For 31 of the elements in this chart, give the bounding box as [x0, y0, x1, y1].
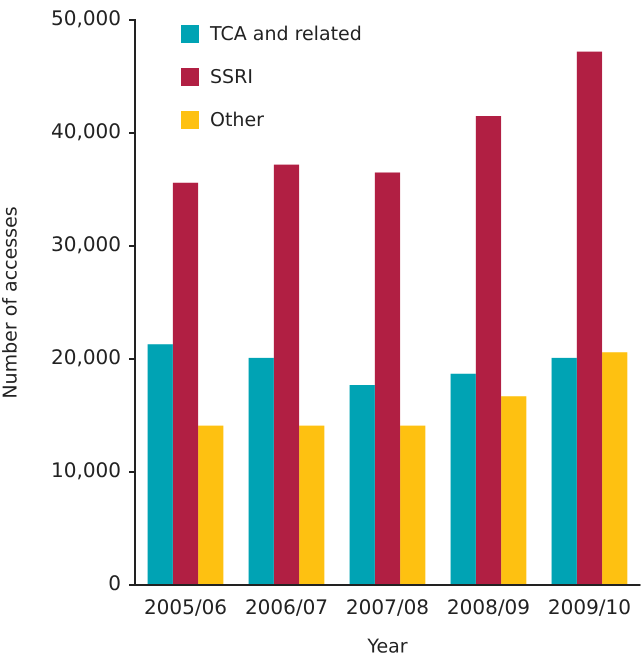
bar [299, 426, 324, 584]
legend-label: Other [210, 108, 264, 130]
bar [576, 52, 602, 584]
bar [350, 384, 375, 584]
bar [552, 358, 577, 584]
legend-label: SSRI [210, 66, 253, 88]
bar [248, 358, 274, 584]
x-tick-label: 2007/08 [346, 595, 430, 620]
bar [374, 172, 400, 584]
y-tick-label: 30,000 [51, 232, 121, 256]
x-tick-label: 2008/09 [446, 595, 530, 620]
bar [602, 352, 628, 584]
bar [400, 426, 426, 584]
legend-label: TCA and related [210, 22, 362, 44]
y-axis-title: Number of accesses [0, 206, 22, 399]
y-tick-label: 20,000 [51, 345, 121, 370]
bar [476, 116, 502, 584]
bar [274, 164, 300, 584]
bar [172, 182, 198, 584]
y-tick-label: 10,000 [51, 458, 121, 482]
bar [148, 344, 173, 584]
y-tick-label: 40,000 [51, 119, 121, 144]
y-tick-label: 50,000 [51, 6, 121, 30]
y-tick-label: 0 [108, 571, 121, 596]
x-axis-title: Year [366, 636, 408, 658]
bar [198, 426, 224, 584]
x-tick-label: 2009/10 [548, 595, 632, 620]
bar [450, 374, 476, 584]
x-tick-label: 2005/06 [144, 595, 228, 620]
x-tick-label: 2006/07 [244, 595, 328, 620]
bar [501, 396, 526, 584]
